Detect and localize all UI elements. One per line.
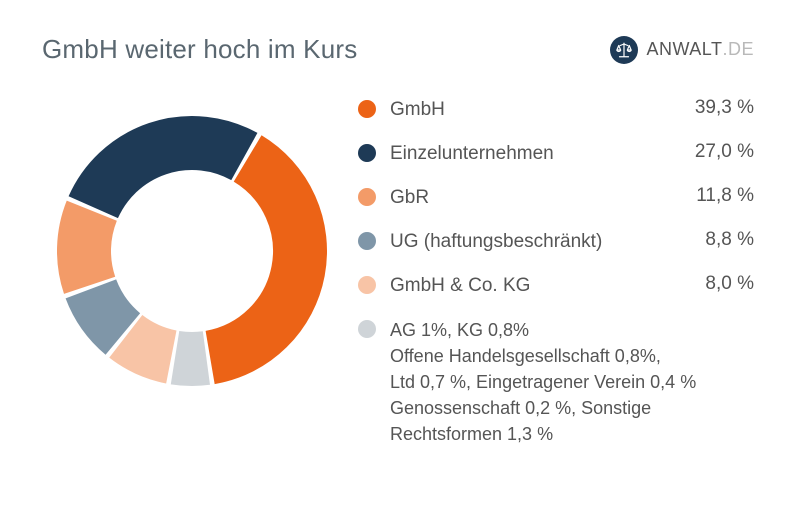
- donut-chart: [42, 101, 342, 401]
- donut-segment: [210, 158, 300, 357]
- legend-value: 8,0 %: [705, 273, 754, 295]
- legend-value: 11,8 %: [696, 185, 754, 207]
- legend-label: UG (haftungsbeschränkt): [390, 229, 705, 255]
- donut-segment: [91, 289, 123, 334]
- donut-segment: [175, 358, 206, 359]
- page-title: GmbH weiter hoch im Kurs: [42, 34, 357, 65]
- scales-icon: [610, 36, 638, 64]
- legend-label: AG 1%, KG 0,8%Offene Handelsgesellschaft…: [390, 317, 754, 447]
- legend-row: GmbH & Co. KG8,0 %: [358, 273, 754, 299]
- legend-row: GbR11,8 %: [358, 185, 754, 211]
- legend-swatch: [358, 100, 376, 118]
- donut-segment: [126, 336, 172, 357]
- donut-segment: [93, 143, 244, 207]
- legend-swatch: [358, 188, 376, 206]
- legend-row: AG 1%, KG 0,8%Offene Handelsgesellschaft…: [358, 317, 754, 447]
- content: GmbH39,3 %Einzelunternehmen27,0 %GbR11,8…: [42, 91, 754, 465]
- legend-value: 27,0 %: [695, 141, 754, 163]
- legend-swatch: [358, 276, 376, 294]
- legend-label: Einzelunternehmen: [390, 141, 695, 167]
- legend-value: 39,3 %: [695, 97, 754, 119]
- brand-name-strong: ANWALT: [646, 39, 722, 59]
- card: GmbH weiter hoch im Kurs ANWALT.DE GmbH3…: [0, 0, 796, 523]
- legend-value: 8,8 %: [705, 229, 754, 251]
- header: GmbH weiter hoch im Kurs ANWALT.DE: [42, 34, 754, 65]
- brand-text: ANWALT.DE: [646, 39, 754, 60]
- legend: GmbH39,3 %Einzelunternehmen27,0 %GbR11,8…: [358, 91, 754, 465]
- brand-name-light: .DE: [722, 39, 754, 59]
- legend-label: GbR: [390, 185, 696, 211]
- donut-segment: [84, 211, 92, 286]
- legend-swatch: [358, 232, 376, 250]
- legend-row: Einzelunternehmen27,0 %: [358, 141, 754, 167]
- legend-swatch: [358, 144, 376, 162]
- legend-label: GmbH & Co. KG: [390, 273, 705, 299]
- legend-swatch: [358, 320, 376, 338]
- legend-row: UG (haftungsbeschränkt)8,8 %: [358, 229, 754, 255]
- legend-label: GmbH: [390, 97, 695, 123]
- brand-logo: ANWALT.DE: [610, 36, 754, 64]
- legend-row: GmbH39,3 %: [358, 97, 754, 123]
